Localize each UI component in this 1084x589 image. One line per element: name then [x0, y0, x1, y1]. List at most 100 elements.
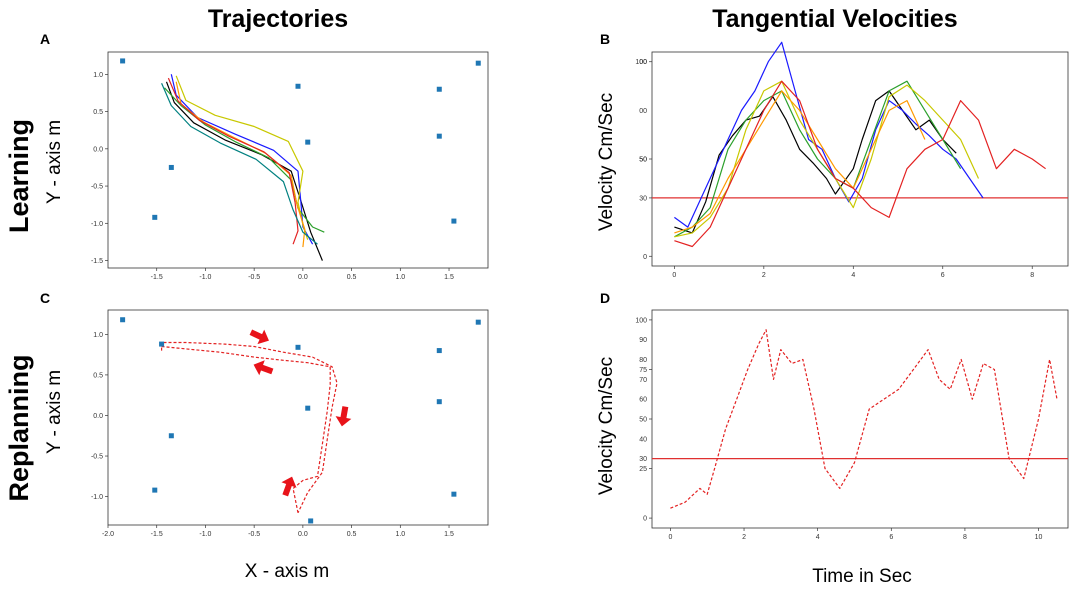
ytick-label: -0.5: [91, 454, 103, 461]
xtick-label: 2: [762, 272, 766, 279]
lines-b: [674, 41, 1046, 248]
ytick-label: 1.0: [93, 332, 103, 339]
ytick-label: -1.0: [91, 494, 103, 501]
marker-square: [120, 58, 126, 64]
marker-square: [308, 518, 314, 524]
marker-square: [436, 399, 442, 405]
ytick-label: 0: [643, 516, 647, 523]
marker-square: [451, 218, 457, 224]
series-line: [674, 80, 1046, 248]
ytick-label: 1.0: [93, 72, 103, 79]
direction-arrow-icon: [335, 406, 352, 427]
series-line: [167, 77, 299, 245]
ytick-label: 0.5: [93, 109, 103, 116]
ytick-label: 30: [639, 195, 647, 202]
marker-square: [152, 487, 158, 493]
xtick-label: 0.0: [298, 274, 308, 281]
ytick-label: 0.0: [93, 146, 103, 153]
ytick-label: 100: [635, 317, 647, 324]
marker-square: [475, 319, 481, 325]
ytick-label: 50: [639, 157, 647, 164]
marker-square: [168, 164, 174, 170]
ytick-label: 0.5: [93, 372, 103, 379]
panel-label-b: B: [600, 31, 610, 47]
marker-square: [120, 317, 126, 323]
series-line: [164, 87, 325, 233]
xtick-label: 1.5: [444, 274, 454, 281]
ytick-label: 25: [639, 466, 647, 473]
ytick-extra-label: 40: [639, 436, 647, 443]
ytick-extra-label: 60: [639, 397, 647, 404]
ytick-extra-label: 00: [639, 108, 647, 115]
ytick-label: -0.5: [91, 184, 103, 191]
chart-c: -2.0 -1.5 -1.0 -0.5 0.0 0.5 1.0 1.5 -1.0 -0.5 0.0 0…: [91, 309, 489, 538]
series-line: [161, 341, 338, 514]
marker-square: [159, 341, 165, 347]
ytick-extra-label: 80: [639, 357, 647, 364]
xlabel-c: X - axis m: [245, 561, 329, 582]
xtick-label: 4: [816, 534, 820, 541]
direction-arrow-icon: [281, 476, 297, 497]
marker-square: [451, 491, 457, 497]
row-title-learning: Learning: [4, 119, 34, 233]
xtick-label: -1.0: [199, 531, 211, 538]
marker-square: [168, 433, 174, 439]
ytick-label: 0.0: [93, 413, 103, 420]
direction-arrow-icon: [253, 360, 274, 376]
ytick-extra-label: 70: [639, 377, 647, 384]
ytick-label: 50: [639, 417, 647, 424]
markers-a: [120, 58, 481, 224]
marker-square: [436, 133, 442, 139]
marker-square: [436, 348, 442, 354]
ytick-label: -1.5: [91, 258, 103, 265]
lines-d: [670, 329, 1058, 509]
ytick-label: 75: [639, 367, 647, 374]
series-line: [670, 329, 1058, 509]
ylabel-b: Velocity Cm/Sec: [596, 93, 617, 231]
ticks-c: -2.0 -1.5 -1.0 -0.5 0.0 0.5 1.0 1.5 -1.0 -0.5 0.0 0…: [91, 332, 454, 538]
xtick-label: 8: [963, 534, 967, 541]
xlabel-d: Time in Sec: [812, 566, 912, 587]
xtick-label: 1.0: [395, 531, 405, 538]
lines-a: [161, 74, 325, 261]
xtick-label: 4: [851, 272, 855, 279]
chart-a: -1.5 -1.0 -0.5 0.0 0.5 1.0 1.5 -1.5 -1.0 -0.5 0.0 0…: [91, 51, 489, 281]
xtick-label: 0.5: [347, 274, 357, 281]
ytick-label: 100: [635, 59, 647, 66]
ytick-extra-label: 00: [639, 59, 647, 66]
xtick-label: -1.0: [199, 274, 211, 281]
plot-frame-d: [651, 309, 1069, 529]
ylabel-d: Velocity Cm/Sec: [596, 357, 617, 495]
panel-label-c: C: [40, 290, 50, 306]
col-title-trajectories: Trajectories: [208, 5, 348, 33]
xtick-label: -0.5: [248, 274, 260, 281]
xtick-label: 0: [672, 272, 676, 279]
ticks-a: -1.5 -1.0 -0.5 0.0 0.5 1.0 1.5 -1.5 -1.0 -0.5 0.0 0…: [91, 72, 454, 281]
xtick-label: -1.5: [151, 531, 163, 538]
xtick-label: -1.5: [151, 274, 163, 281]
xtick-label: 6: [941, 272, 945, 279]
plot-frame-b: [651, 51, 1069, 267]
xtick-label: 6: [889, 534, 893, 541]
markers-c: [120, 317, 481, 524]
arrows-c: [249, 329, 352, 497]
direction-arrow-icon: [249, 329, 269, 345]
panel-label-d: D: [600, 290, 610, 306]
series-line: [674, 41, 984, 228]
series-line: [161, 345, 331, 513]
xtick-label: 1.0: [395, 274, 405, 281]
xtick-label: 10: [1035, 534, 1043, 541]
xtick-label: 0.5: [347, 531, 357, 538]
marker-square: [152, 214, 158, 220]
xtick-label: 1.5: [444, 531, 454, 538]
panel-label-a: A: [40, 31, 50, 47]
ytick-label: 0: [643, 254, 647, 261]
xtick-label: 0.0: [298, 531, 308, 538]
ylabel-c: Y - axis m: [44, 370, 65, 454]
series-line: [170, 74, 314, 245]
